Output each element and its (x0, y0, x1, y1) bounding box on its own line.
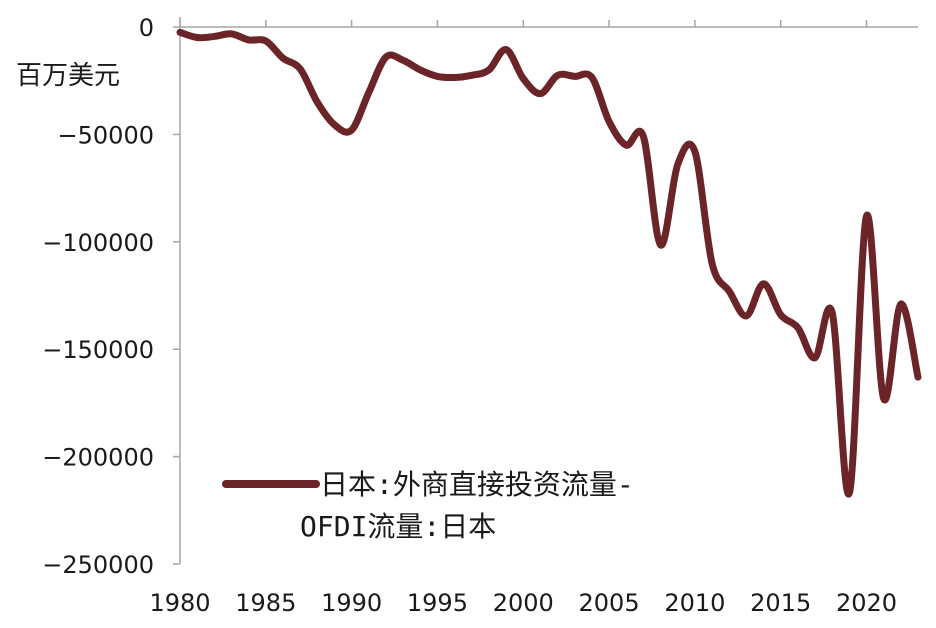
y-tick-label: −200000 (42, 444, 154, 472)
y-tick-label: −150000 (42, 336, 154, 364)
tick-labels: 0 −50000 −100000 −150000 −200000 −250000 1980 1… (42, 14, 897, 617)
y-axis-unit-label: 百万美元 (16, 61, 120, 91)
legend: 日本:外商直接投资流量- OFDI流量:日本 (222, 468, 634, 543)
y-tick-label: −100000 (42, 229, 154, 257)
y-tick-label: 0 (139, 14, 154, 42)
legend-label-line-2: OFDI流量:日本 (300, 510, 496, 543)
x-tick-label: 2020 (836, 589, 897, 617)
legend-label-line-1: 日本:外商直接投资流量- (320, 468, 634, 501)
x-tick-label: 1980 (149, 589, 210, 617)
x-tick-label: 1985 (235, 589, 296, 617)
x-tick-label: 2000 (493, 589, 554, 617)
x-tick-label: 2010 (664, 589, 725, 617)
x-tick-label: 1990 (321, 589, 382, 617)
y-tick-label: −250000 (42, 551, 154, 579)
x-tick-label: 2005 (579, 589, 640, 617)
series-line (176, 28, 922, 498)
x-tick-label: 1995 (407, 589, 468, 617)
series-layer (176, 28, 922, 498)
x-tick-label: 2015 (750, 589, 811, 617)
y-tick-label: −50000 (58, 121, 154, 149)
axes (173, 17, 918, 565)
